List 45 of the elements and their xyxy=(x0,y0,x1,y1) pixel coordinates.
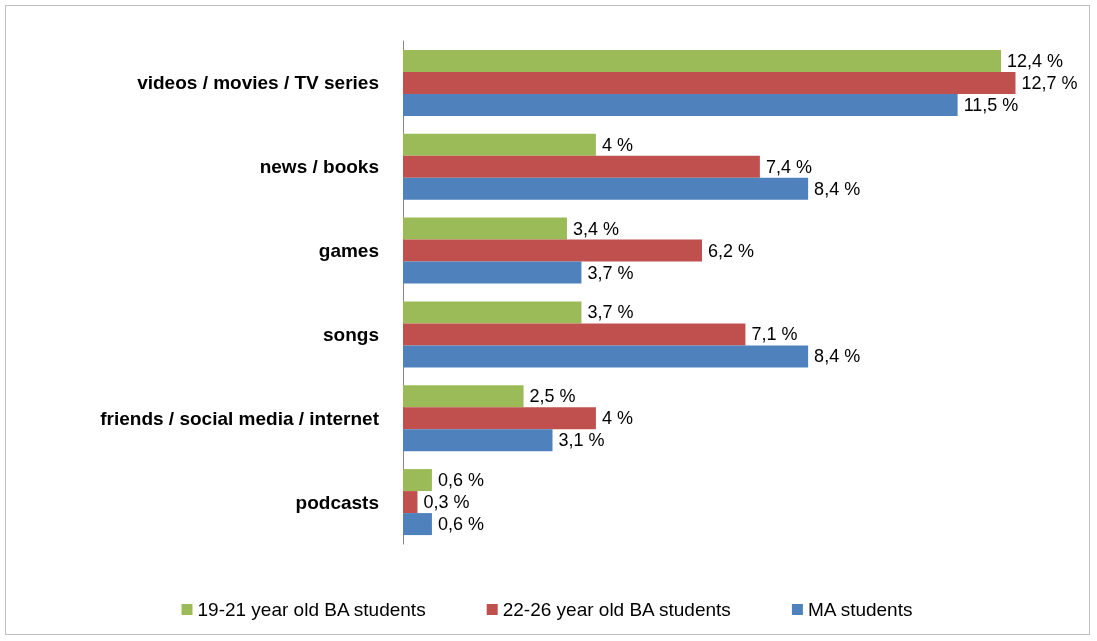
data-label: 0,6 % xyxy=(437,470,484,491)
bar xyxy=(403,345,809,368)
bar xyxy=(403,491,418,514)
bar xyxy=(403,323,746,346)
data-label: 4 % xyxy=(601,134,633,155)
data-label: 12,4 % xyxy=(1007,50,1064,71)
data-label: 8,4 % xyxy=(814,346,861,367)
bar xyxy=(403,239,703,262)
y-tick-label: songs xyxy=(323,323,379,345)
bar xyxy=(403,385,524,408)
bar xyxy=(403,407,596,430)
data-label: 3,4 % xyxy=(572,218,620,239)
bar xyxy=(403,133,596,156)
data-label: 7,1 % xyxy=(751,324,798,345)
bar xyxy=(403,49,1002,72)
y-tick-label: podcasts xyxy=(295,491,379,513)
bar xyxy=(403,261,582,284)
legend-label: 22-26 year old BA students xyxy=(502,599,731,620)
legend-label: 19-21 year old BA students xyxy=(197,599,426,620)
data-label: 3,7 % xyxy=(587,302,634,323)
bar xyxy=(403,93,958,116)
bar xyxy=(403,155,760,178)
data-label: 3,7 % xyxy=(587,262,634,283)
bar xyxy=(403,429,553,452)
y-tick-label: news / books xyxy=(259,156,379,178)
bar xyxy=(403,217,567,240)
y-tick-label: games xyxy=(318,240,379,262)
y-tick-label: friends / social media / internet xyxy=(100,407,380,429)
bar xyxy=(403,177,809,200)
legend-label: MA students xyxy=(807,599,913,620)
bar xyxy=(403,469,432,492)
data-label: 0,3 % xyxy=(423,492,470,513)
data-label: 4 % xyxy=(601,408,633,429)
data-label: 11,5 % xyxy=(963,94,1019,115)
data-label: 0,6 % xyxy=(437,514,484,535)
data-label: 6,2 % xyxy=(708,240,755,261)
data-label: 2,5 % xyxy=(529,386,576,407)
bar xyxy=(403,513,432,536)
y-tick-label: videos / movies / TV series xyxy=(137,72,379,94)
data-label: 3,1 % xyxy=(558,430,605,451)
data-label: 12,7 % xyxy=(1021,72,1078,93)
data-label: 7,4 % xyxy=(765,156,812,177)
data-label: 8,4 % xyxy=(814,178,861,199)
bar xyxy=(403,71,1016,94)
bar xyxy=(403,301,582,324)
